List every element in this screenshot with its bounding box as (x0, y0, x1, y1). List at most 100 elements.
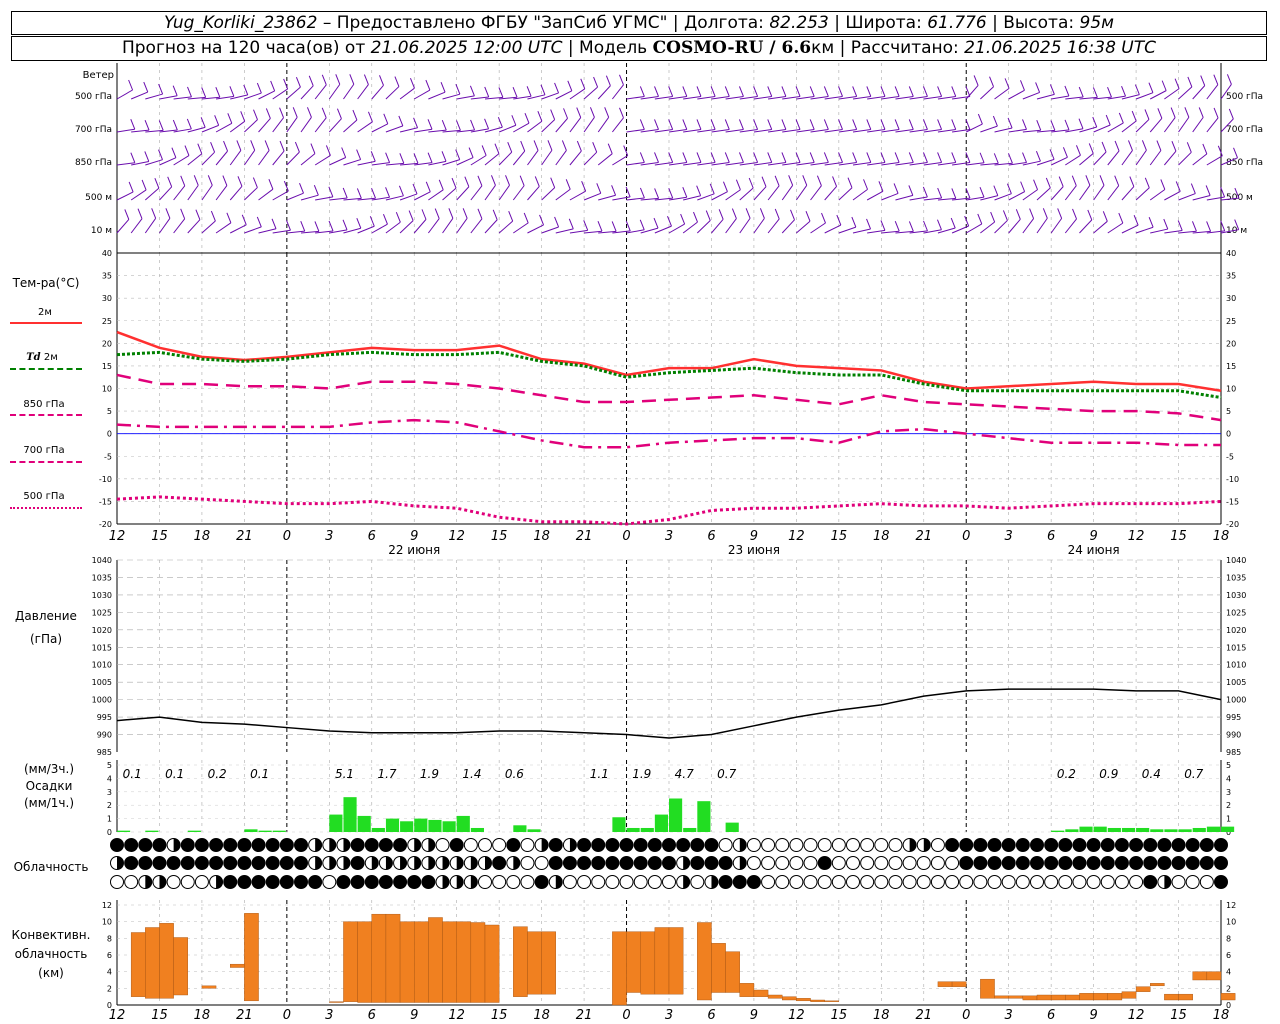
wind-barb-feather (210, 142, 216, 153)
time-tick-label: 3 (665, 529, 673, 544)
precip-ytick-left: 3 (107, 788, 112, 797)
conv-bar (1121, 991, 1137, 999)
wind-barb-shaft (215, 122, 233, 133)
pressure-ytick-left: 1010 (92, 661, 112, 670)
cloud-symbol (1143, 838, 1158, 852)
temp-ytick-left: 15 (102, 362, 112, 371)
wind-barb-shaft (470, 218, 483, 234)
temp-ytick-left: -10 (99, 475, 112, 484)
wind-barb-shaft (1178, 193, 1196, 201)
wind-barb-feather (852, 119, 858, 130)
cloud-symbol (860, 875, 875, 889)
wind-barb-shaft (456, 129, 475, 133)
cloud-symbol (902, 856, 917, 870)
wind-barb-shaft (456, 186, 470, 201)
wind-barb-feather (128, 79, 134, 91)
conv-time-tick-label: 12 (448, 1008, 465, 1023)
wind-barb-feather (852, 86, 858, 97)
cloud-symbol-half (683, 856, 690, 870)
precip-ytick-left: 0 (107, 828, 112, 837)
cloud-symbol (916, 856, 931, 870)
wind-barb-feather (250, 140, 256, 151)
wind-barb-feather (477, 175, 483, 187)
cloud-symbol (647, 838, 662, 852)
conv-bar (725, 951, 740, 993)
calc-label: | Рассчитано: (834, 38, 965, 58)
wind-barb-feather (611, 185, 617, 196)
wind-barb-feather (1121, 85, 1127, 97)
cloud-symbol-half (739, 856, 747, 870)
wind-barb-feather (781, 152, 787, 163)
wind-barb-shaft (1036, 217, 1048, 234)
wind-barb-feather (682, 152, 688, 163)
pressure-ytick-right: 1030 (1226, 591, 1246, 600)
wind-barb-shaft (230, 224, 247, 234)
cloud-symbol (987, 875, 1002, 889)
pressure-series (116, 688, 1222, 739)
conv-bar (343, 921, 358, 1002)
wind-barb-shaft (541, 92, 559, 100)
conv-ytick-left: 8 (107, 934, 112, 943)
wind-barb-feather (448, 208, 454, 219)
wind-barb-feather (398, 115, 404, 127)
cloud-symbol (831, 856, 846, 870)
cloud-symbol (506, 838, 521, 852)
wind-barb-shaft (753, 161, 772, 166)
conv-time-tick-label: 18 (533, 1008, 550, 1023)
cloud-symbol (1214, 875, 1228, 889)
wind-barb-shaft (1192, 195, 1211, 201)
wind-barb-feather (325, 145, 331, 156)
wind-barb-shaft (767, 185, 780, 201)
conv-time-tick-label: 15 (491, 1008, 508, 1023)
wind-barb-feather (596, 183, 602, 194)
wind-barb-shaft (1107, 222, 1124, 234)
wind-barb-shaft (442, 159, 460, 166)
wind-barb-feather (456, 120, 461, 131)
precip-3h-label: 1.7 (377, 767, 396, 781)
cloud-symbol (1129, 856, 1144, 870)
cloud-symbol (1058, 875, 1073, 889)
time-tick-label: 9 (410, 529, 418, 544)
wind-barb-feather (1186, 142, 1192, 153)
wind-barb-shaft (782, 128, 801, 133)
precip-bar (1079, 826, 1093, 832)
cloud-symbol (138, 856, 153, 870)
precip-bar (697, 801, 711, 832)
wind-barb-shaft (1107, 185, 1120, 201)
wind-barb-feather (809, 119, 815, 130)
wind-barb-feather (894, 221, 900, 232)
wind-barb-feather (809, 86, 815, 97)
wind-barb-feather (469, 85, 475, 97)
wind-barb-shaft (597, 85, 611, 100)
wind-barb-shaft (300, 153, 316, 166)
wind-barb-shaft (739, 128, 758, 133)
wind-barb-feather (490, 175, 496, 186)
wind-barb-shaft (966, 162, 985, 166)
wind-barb-shaft (640, 128, 659, 133)
cloud-symbol (166, 856, 181, 870)
wind-barb-feather (299, 183, 304, 194)
wind-barb-shaft (385, 195, 404, 201)
cloud-symbol (378, 875, 393, 889)
wind-barb-shaft (980, 195, 998, 201)
conv-bar (456, 921, 472, 1003)
wind-barb-feather (180, 175, 186, 187)
cloud-symbol (647, 856, 662, 870)
cloud-symbol (350, 856, 365, 870)
wind-barb-feather (639, 86, 645, 97)
wind-barb-feather (385, 187, 391, 198)
pressure-ytick-left: 995 (97, 713, 112, 722)
cloud-symbol (789, 856, 804, 870)
wind-barb-shaft (937, 227, 956, 234)
cloud-symbol-half (442, 875, 450, 889)
temp-ytick-right: 0 (1226, 430, 1231, 439)
temp-ytick-left: -20 (99, 520, 112, 529)
wind-barb-shaft (994, 220, 1008, 234)
wind-barb-feather (607, 143, 613, 154)
wind-barb-shaft (767, 218, 780, 234)
wind-barb-feather (314, 221, 320, 232)
precip-unit-3h: (мм/3ч.) (23, 762, 75, 776)
wind-barb-shaft (696, 220, 711, 234)
wind-barb-feather (130, 119, 136, 130)
cloud-symbol-half (329, 838, 336, 852)
